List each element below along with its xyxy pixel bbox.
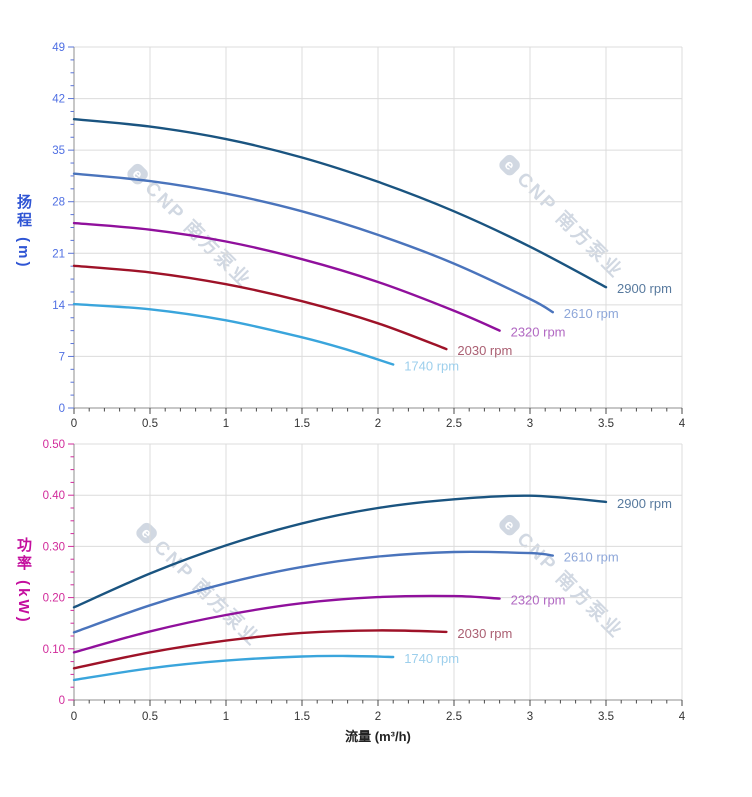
y-tick-label: 0.50 [43, 439, 65, 451]
y-tick-label: 0.40 [43, 490, 65, 502]
x-tick-label: 1 [223, 711, 229, 723]
x-tick-label: 0 [71, 418, 77, 430]
y-tick-label: 0 [59, 695, 65, 707]
series-label-2320-rpm: 2320 rpm [511, 593, 566, 608]
series-curve-2900-rpm [72, 494, 608, 609]
head-axis-title: 扬程 (m) [15, 194, 32, 270]
x-tick-label: 0 [71, 711, 77, 723]
x-tick-label: 4 [679, 711, 686, 723]
series-label-2320-rpm: 2320 rpm [511, 325, 566, 340]
y-tick-label: 42 [52, 94, 65, 106]
x-tick-label: 4 [679, 418, 686, 430]
series-curve-2320-rpm [72, 221, 501, 332]
y-tick-label: 0.10 [43, 644, 65, 656]
x-tick-label: 2 [375, 711, 381, 723]
watermark-logo [136, 522, 157, 544]
power-axis-title: 功率 (kW) [15, 537, 32, 625]
series-curve-2900-rpm [72, 118, 608, 289]
y-tick-label: 28 [52, 197, 65, 209]
series-label-1740-rpm: 1740 rpm [404, 651, 459, 666]
x-tick-label: 1 [223, 418, 229, 430]
series-curve-1740-rpm [72, 654, 395, 682]
watermark-logo [499, 514, 520, 536]
watermark-logo [499, 154, 520, 176]
y-tick-label: 0 [59, 403, 65, 415]
x-tick-label: 1.5 [294, 711, 310, 723]
series-curve-2610-rpm [72, 550, 554, 634]
y-tick-label: 35 [52, 145, 65, 157]
series-curve-1740-rpm [72, 302, 395, 366]
watermark-text: CNP 南方泵业 [140, 176, 256, 292]
y-tick-label: 0.20 [43, 593, 65, 605]
y-tick-label: 21 [52, 248, 65, 260]
series-label-2610-rpm: 2610 rpm [564, 306, 619, 321]
y-tick-label: 49 [52, 42, 65, 54]
y-tick-label: 7 [59, 351, 65, 363]
y-tick-label: 0.30 [43, 541, 65, 553]
x-tick-label: 0.5 [142, 418, 158, 430]
x-tick-label: 3.5 [598, 418, 614, 430]
series-label-2030-rpm: 2030 rpm [457, 343, 512, 358]
flow-axis-title: 流量 (m³/h) [345, 729, 411, 744]
x-tick-label: 0.5 [142, 711, 158, 723]
series-label-2900-rpm: 2900 rpm [617, 496, 672, 511]
x-tick-label: 2.5 [446, 711, 462, 723]
series-label-1740-rpm: 1740 rpm [404, 359, 459, 374]
x-tick-label: 3 [527, 418, 533, 430]
series-curve-2030-rpm [72, 629, 448, 670]
x-tick-label: 3 [527, 711, 533, 723]
series-label-2030-rpm: 2030 rpm [457, 626, 512, 641]
series-curve-2610-rpm [72, 172, 554, 314]
series-curve-2320-rpm [72, 594, 501, 654]
x-tick-label: 3.5 [598, 711, 614, 723]
series-label-2610-rpm: 2610 rpm [564, 550, 619, 565]
y-tick-label: 14 [52, 300, 65, 312]
x-tick-label: 2.5 [446, 418, 462, 430]
series-curve-2030-rpm [72, 264, 448, 351]
series-label-2900-rpm: 2900 rpm [617, 281, 672, 296]
x-tick-label: 2 [375, 418, 381, 430]
x-tick-label: 1.5 [294, 418, 310, 430]
